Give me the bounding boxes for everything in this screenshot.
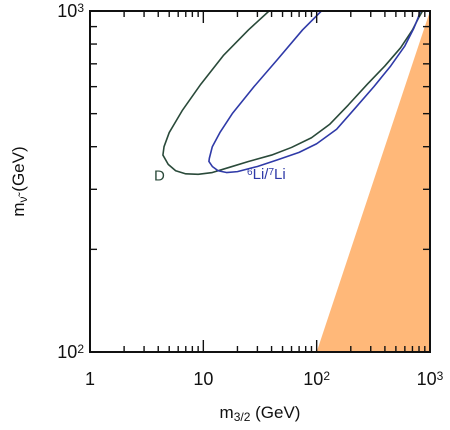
x-tick-label: 102 [303,369,330,389]
y-tick-label: 102 [57,342,84,362]
x-axis-label: m3/2 (GeV) [220,403,301,424]
series-line-0 [162,11,424,176]
excluded-region [316,11,430,352]
y-axis-label: mν̃ (GeV) [9,146,30,216]
curve-label: D [154,168,165,185]
x-tick-label: 10 [193,369,213,389]
curve-label: 6Li/7Li [247,166,286,183]
series-line-1 [208,11,422,174]
y-tick-label: 103 [57,1,84,21]
x-tick-label: 103 [417,369,444,389]
plot-frame [89,10,431,353]
x-tick-label: 1 [85,369,95,389]
